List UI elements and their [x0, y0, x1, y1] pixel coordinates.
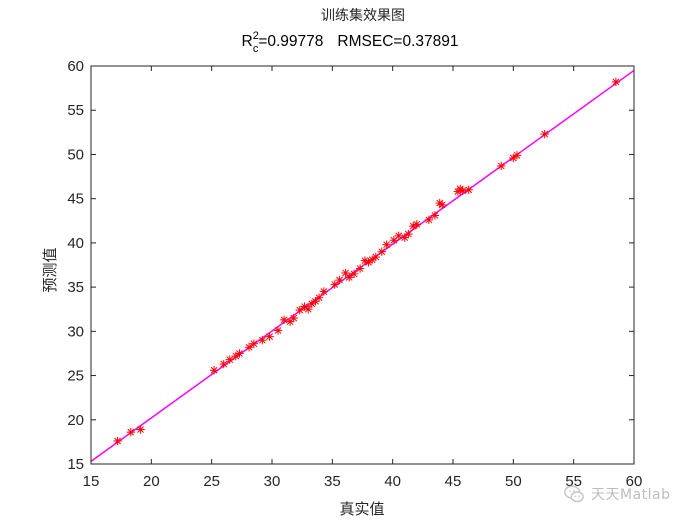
data-point	[265, 332, 274, 341]
wechat-icon	[564, 485, 584, 503]
data-point	[382, 240, 391, 249]
watermark: 天天Matlab	[563, 483, 671, 505]
data-point	[540, 129, 549, 139]
data-point	[437, 200, 447, 210]
data-point	[424, 215, 434, 225]
rmsec-value: RMSEC=0.37891	[337, 33, 458, 50]
data-point	[258, 335, 267, 345]
data-point	[349, 269, 359, 279]
data-point	[136, 425, 145, 434]
data-point	[371, 252, 380, 262]
x-tick-label: 40	[384, 473, 401, 490]
data-point	[244, 343, 254, 352]
y-tick-label: 30	[67, 323, 84, 340]
y-tick-label: 60	[67, 58, 84, 75]
data-point	[345, 273, 354, 282]
y-tick-label: 40	[67, 235, 84, 252]
r-squared-subscript: c	[253, 43, 259, 55]
data-point	[209, 366, 219, 375]
data-point	[367, 255, 377, 264]
x-tick-label: 45	[445, 473, 462, 490]
data-point	[364, 258, 373, 267]
data-point	[335, 275, 344, 285]
data-point	[304, 305, 313, 314]
x-axis-label: 真实值	[339, 500, 384, 518]
data-point	[279, 315, 289, 325]
data-points-layer	[113, 77, 621, 446]
r-squared-value: =0.99778	[258, 33, 323, 50]
watermark-text: 天天Matlab	[591, 487, 671, 503]
data-point	[289, 313, 298, 323]
data-point	[330, 280, 339, 289]
data-point	[249, 339, 259, 348]
data-point	[464, 185, 473, 195]
data-point	[235, 349, 244, 358]
data-point	[394, 231, 403, 241]
chart-title: 训练集效果图	[321, 7, 405, 24]
x-tick-label: 50	[505, 473, 522, 490]
data-point	[355, 264, 365, 273]
y-axis-label: 预测值	[41, 247, 59, 292]
data-point	[225, 355, 234, 364]
r-squared-superscript: 2	[253, 30, 259, 42]
data-point	[319, 287, 329, 296]
data-point	[273, 326, 283, 335]
x-tick-label: 20	[143, 473, 160, 490]
y-tick-label: 45	[67, 191, 84, 208]
data-point	[341, 268, 350, 278]
x-tick-label: 60	[626, 473, 643, 490]
data-point	[219, 359, 228, 369]
chart-subtitle: R2 c=0.99778 RMSEC=0.37891	[242, 30, 459, 55]
x-tick-label: 55	[565, 473, 582, 490]
r-squared-symbol: R	[242, 33, 253, 50]
x-tick-label: 15	[83, 473, 100, 490]
y-tick-label: 55	[67, 102, 84, 119]
data-point	[126, 427, 136, 437]
data-point	[113, 436, 122, 446]
data-point	[285, 317, 295, 326]
y-tick-label: 20	[67, 412, 84, 429]
data-point	[314, 293, 324, 302]
data-point	[497, 161, 506, 171]
y-tick-label: 35	[67, 279, 84, 296]
x-tick-label: 30	[264, 473, 281, 490]
data-point	[377, 247, 387, 256]
x-tick-label: 25	[203, 473, 220, 490]
data-point	[412, 220, 421, 229]
x-tick-label: 35	[324, 473, 341, 490]
data-point	[458, 186, 467, 195]
data-point	[512, 151, 522, 160]
data-point	[611, 77, 621, 87]
data-point	[295, 305, 304, 315]
y-tick-label: 25	[67, 368, 84, 385]
data-point	[404, 229, 413, 239]
axis-ticks-layer: 15 20 25 30 35 40 45 50 55 60 15 20 25 30 35 40 45 50 55 60	[67, 58, 642, 490]
y-tick-label: 15	[67, 456, 84, 473]
data-point	[430, 211, 440, 220]
y-tick-label: 50	[67, 146, 84, 163]
data-point	[300, 302, 309, 311]
